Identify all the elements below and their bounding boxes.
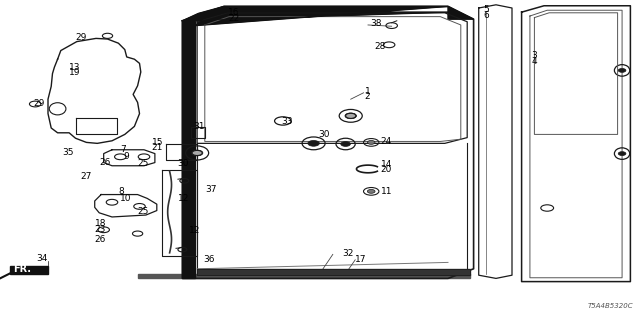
Circle shape xyxy=(192,150,202,156)
Text: 28: 28 xyxy=(374,42,386,51)
Text: 34: 34 xyxy=(36,254,47,263)
Polygon shape xyxy=(197,269,470,275)
Text: 6: 6 xyxy=(483,12,489,20)
Text: 23: 23 xyxy=(95,225,106,234)
Circle shape xyxy=(367,189,375,193)
Text: 31: 31 xyxy=(193,122,205,131)
Text: 13: 13 xyxy=(69,63,81,72)
Text: 16: 16 xyxy=(228,8,239,17)
Text: 30: 30 xyxy=(319,130,330,139)
Text: 36: 36 xyxy=(204,255,215,264)
Circle shape xyxy=(618,152,626,156)
Text: 25: 25 xyxy=(138,159,149,168)
Text: 20: 20 xyxy=(381,165,392,174)
Text: 17: 17 xyxy=(355,255,367,264)
Text: 12: 12 xyxy=(178,194,189,203)
Polygon shape xyxy=(182,6,448,26)
Text: 26: 26 xyxy=(95,236,106,244)
Text: 29: 29 xyxy=(76,33,87,42)
Text: 30: 30 xyxy=(177,159,189,168)
Circle shape xyxy=(618,68,626,72)
Circle shape xyxy=(346,113,356,118)
Text: 2: 2 xyxy=(365,92,371,101)
Text: 19: 19 xyxy=(69,68,81,77)
Text: 26: 26 xyxy=(99,158,111,167)
Text: FR.: FR. xyxy=(13,264,31,275)
Text: 3: 3 xyxy=(531,52,537,60)
Text: 4: 4 xyxy=(531,57,537,66)
Text: 10: 10 xyxy=(120,194,132,203)
Polygon shape xyxy=(10,266,48,274)
Text: 8: 8 xyxy=(118,188,124,196)
Text: 21: 21 xyxy=(152,143,163,152)
Circle shape xyxy=(345,113,356,119)
Text: T5A4B5320C: T5A4B5320C xyxy=(588,303,634,308)
Text: 25: 25 xyxy=(138,207,149,216)
Text: 24: 24 xyxy=(381,137,392,146)
Polygon shape xyxy=(448,6,474,19)
Text: 18: 18 xyxy=(95,220,106,228)
Circle shape xyxy=(341,141,351,147)
Text: 15: 15 xyxy=(152,138,163,147)
Text: 14: 14 xyxy=(381,160,392,169)
Text: 33: 33 xyxy=(282,117,293,126)
Text: 32: 32 xyxy=(342,249,354,258)
Text: 1: 1 xyxy=(365,87,371,96)
Text: 12: 12 xyxy=(189,226,201,235)
Text: 9: 9 xyxy=(124,152,129,161)
Text: 11: 11 xyxy=(381,188,392,196)
Text: 38: 38 xyxy=(370,20,381,28)
Polygon shape xyxy=(182,21,195,278)
Text: 27: 27 xyxy=(80,172,92,181)
Text: 22: 22 xyxy=(228,14,239,23)
Polygon shape xyxy=(138,274,470,278)
Text: 29: 29 xyxy=(33,99,45,108)
Text: 37: 37 xyxy=(205,185,216,194)
Text: 7: 7 xyxy=(120,145,126,154)
Circle shape xyxy=(367,140,375,144)
Circle shape xyxy=(191,150,203,156)
Circle shape xyxy=(308,140,319,146)
Text: 35: 35 xyxy=(62,148,74,157)
Text: 5: 5 xyxy=(483,5,489,14)
Bar xyxy=(191,127,205,138)
